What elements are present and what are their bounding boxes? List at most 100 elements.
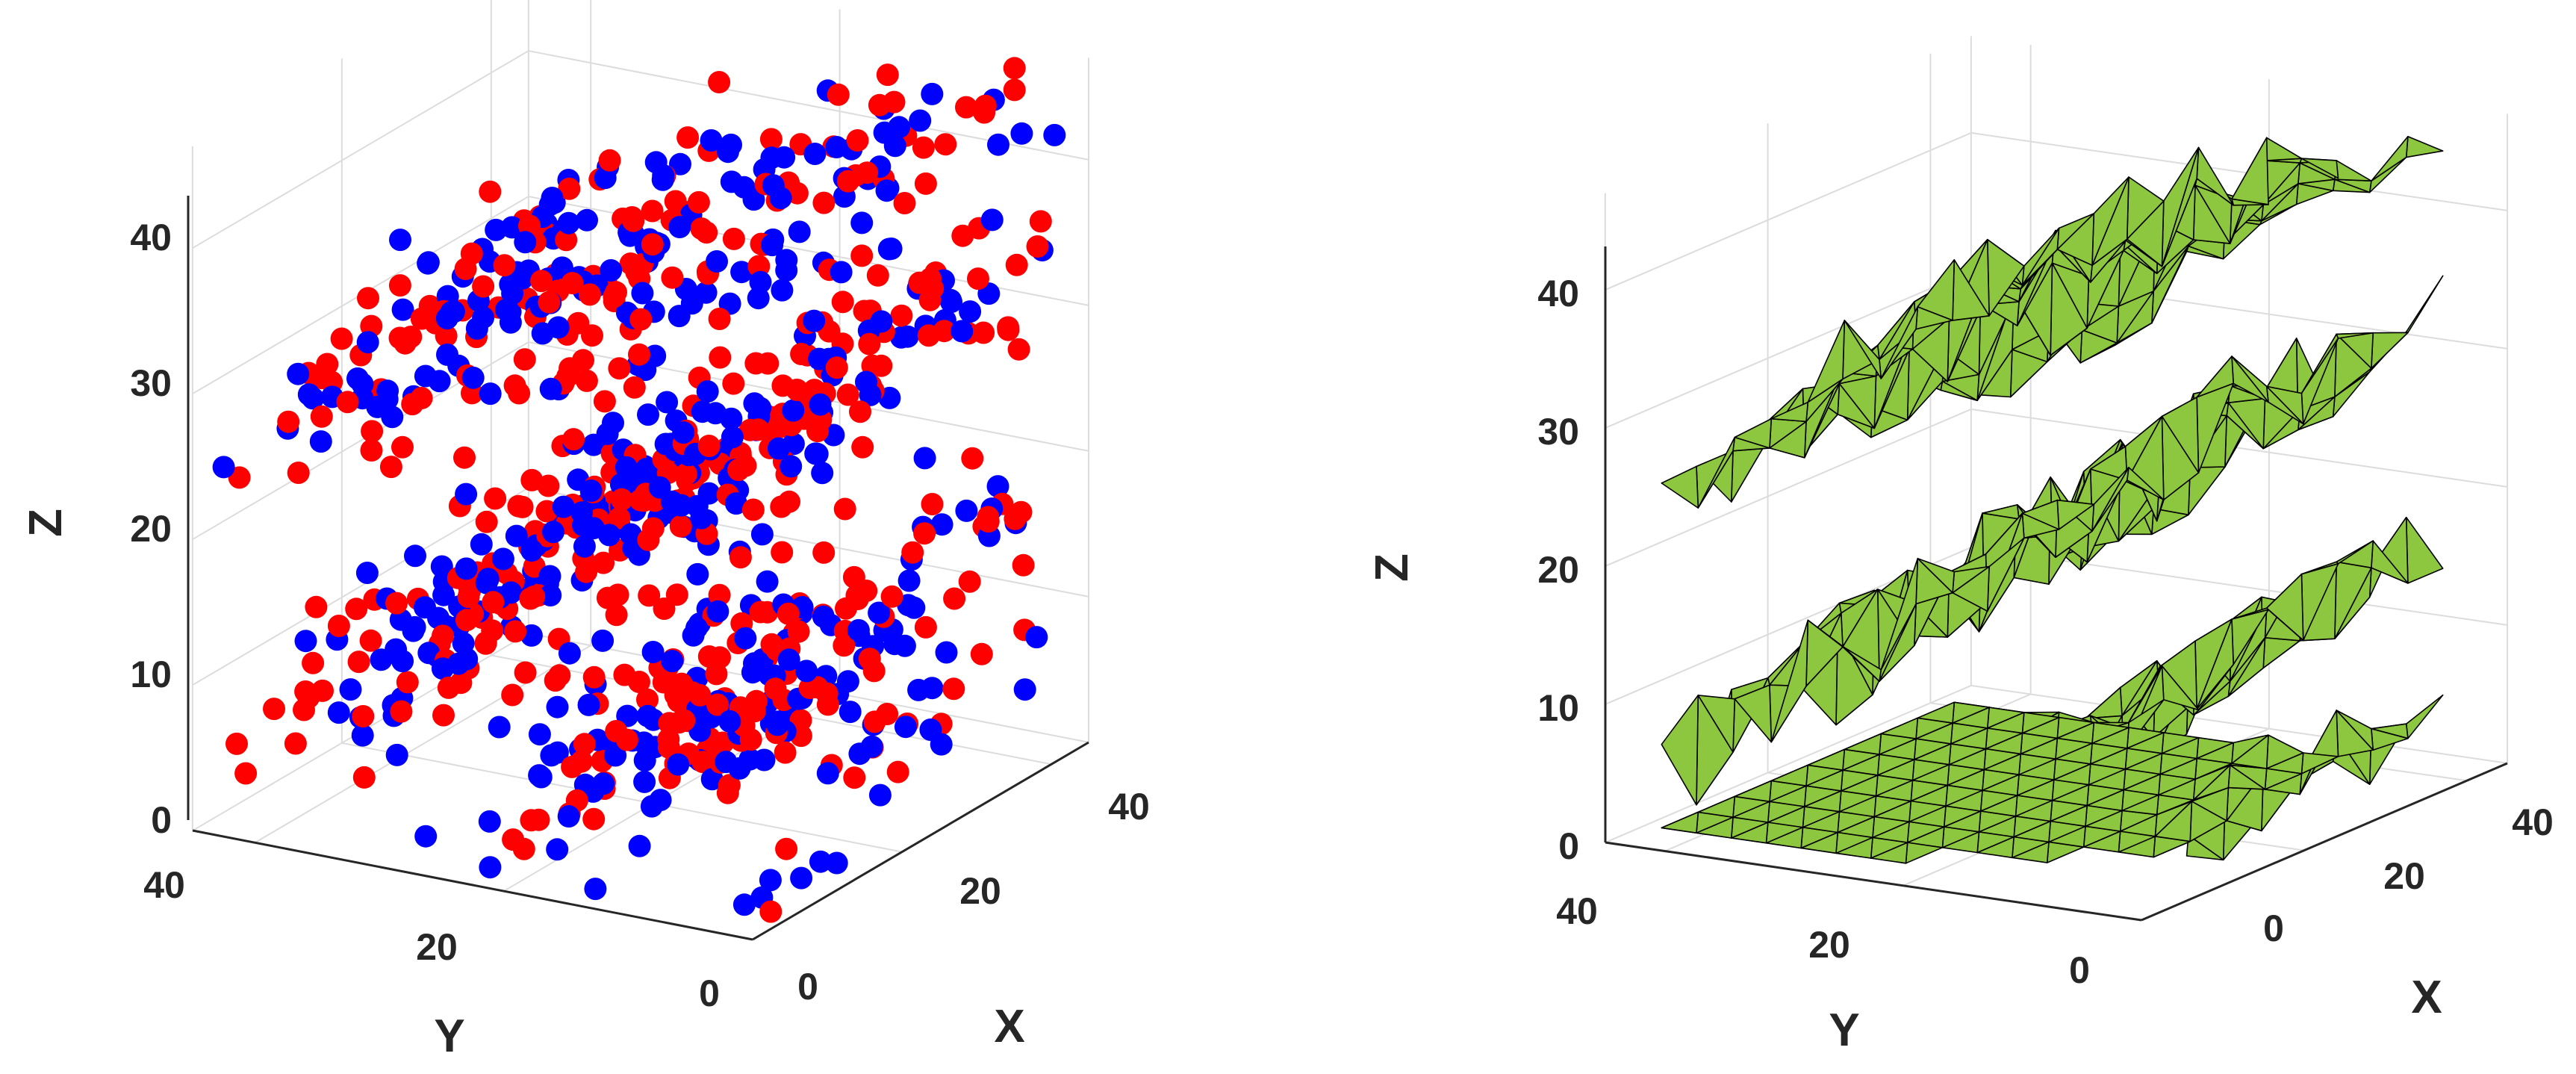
scatter-point: [767, 710, 790, 733]
scatter-point: [625, 261, 648, 284]
scatter-point: [706, 600, 729, 623]
scatter-point: [848, 742, 871, 766]
scatter-point: [943, 587, 966, 610]
surface-facet: [2405, 694, 2444, 739]
scatter-point: [955, 96, 977, 119]
scatter-point: [836, 383, 859, 406]
scatter-point: [637, 403, 659, 426]
scatter-point: [656, 391, 679, 414]
scatter-point: [605, 603, 628, 627]
scatter-point: [558, 177, 581, 200]
scatter-point: [812, 191, 836, 214]
scatter-point: [391, 650, 414, 673]
axes-lines: [1604, 246, 2508, 922]
scatter-point: [575, 369, 598, 392]
scatter-point: [430, 555, 453, 578]
scatter-point: [1012, 553, 1035, 577]
scatter-point: [573, 733, 596, 756]
scatter-point: [593, 390, 616, 413]
scatter-point: [347, 651, 370, 674]
grid-line: [1605, 270, 1972, 429]
scatter-point: [578, 283, 601, 306]
z-tick-label: 0: [1558, 825, 1579, 867]
x-tick-label: 20: [2383, 855, 2425, 897]
scatter-point: [661, 266, 684, 289]
scatter-point: [546, 838, 569, 861]
scatter-point: [842, 565, 865, 589]
scatter-point: [316, 353, 339, 376]
scatter-point: [771, 279, 794, 302]
scatter-point: [629, 308, 653, 331]
scatter-point: [1043, 123, 1066, 146]
scatter-point: [370, 648, 393, 671]
scatter-point: [767, 437, 790, 460]
scatter-point: [547, 316, 570, 339]
grid-line: [1605, 684, 1972, 843]
scatter-point: [893, 192, 916, 214]
scatter-point: [835, 597, 857, 620]
scatter-point: [806, 420, 829, 443]
scatter-point: [584, 878, 607, 901]
scatter-point: [600, 259, 623, 282]
scatter-point: [310, 405, 333, 428]
scatter-point: [638, 584, 661, 607]
scatter-point: [809, 850, 832, 873]
scatter-point: [436, 343, 458, 366]
scatter-point: [651, 168, 674, 191]
surface-facet: [1734, 684, 1773, 743]
scatter-point: [277, 410, 300, 433]
scatter-point: [529, 766, 553, 789]
scatter-point: [673, 709, 696, 732]
scatter-point: [661, 650, 684, 673]
scatter-point: [846, 129, 869, 152]
scatter-point: [636, 704, 659, 727]
scatter-point: [287, 462, 310, 484]
scatter-point: [921, 493, 944, 515]
scatter-point: [785, 379, 809, 401]
scatter-point: [930, 733, 953, 756]
scatter-point: [853, 299, 876, 323]
scatter-point: [870, 310, 893, 333]
scatter-point: [1005, 253, 1028, 276]
scatter-point: [493, 254, 516, 277]
scatter-point: [732, 893, 756, 916]
scatter-point: [696, 380, 719, 403]
scatter-point: [876, 63, 899, 87]
scatter-point: [809, 393, 832, 416]
scatter-point: [472, 275, 495, 298]
z-tick-label: 0: [151, 799, 172, 841]
scatter-point: [293, 698, 315, 721]
scatter-point: [502, 828, 525, 851]
scatter-point: [868, 783, 892, 807]
scatter-point: [633, 749, 656, 772]
scatter-point: [670, 494, 693, 517]
scatter-point: [403, 615, 426, 639]
surface-facet: [2405, 275, 2444, 334]
scatter-point: [888, 116, 911, 139]
z-tick-label: 40: [130, 217, 172, 258]
scatter-point: [668, 216, 691, 238]
surface-facet: [1770, 619, 1809, 743]
surface-facet: [1697, 795, 1736, 818]
scatter-point: [886, 760, 909, 783]
scatter-point: [747, 418, 770, 441]
surface-facet: [2405, 516, 2444, 584]
z-axis-label: Z: [20, 509, 72, 537]
scatter-point: [851, 435, 874, 459]
scatter-point: [457, 586, 480, 609]
grid-line: [341, 742, 903, 853]
scatter-point: [636, 688, 659, 711]
scatter-point: [890, 304, 913, 327]
scatter-point: [552, 495, 575, 518]
scatter-point: [753, 748, 776, 772]
scatter-point: [388, 274, 411, 297]
scatter-point: [759, 128, 783, 151]
scatter-point: [708, 583, 731, 606]
grid-line: [1970, 408, 2508, 488]
scatter-point: [212, 456, 235, 479]
scatter-point: [942, 677, 965, 701]
scatter-point: [987, 133, 1009, 156]
scatter-point: [850, 211, 874, 235]
scatter-point: [606, 583, 629, 606]
